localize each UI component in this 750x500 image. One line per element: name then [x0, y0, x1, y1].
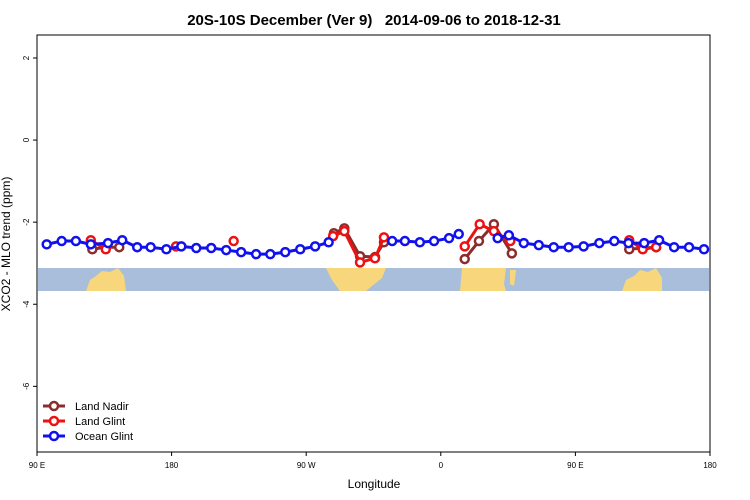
data-point [428, 235, 440, 247]
data-point [414, 237, 426, 248]
data-point [265, 248, 276, 260]
data-point [503, 230, 515, 241]
data-point [386, 235, 398, 247]
data-point [399, 235, 411, 247]
data-point [339, 225, 350, 237]
data-point [653, 234, 665, 246]
plot-frame [36, 34, 711, 453]
data-point [518, 237, 530, 249]
legend-label: Land Nadir [75, 401, 129, 413]
legend-marker [48, 415, 60, 427]
data-point [309, 241, 321, 252]
data-point [533, 239, 545, 251]
legend-marker [48, 430, 60, 442]
data-point [609, 235, 620, 247]
y-tick-label: -4 [22, 300, 31, 308]
land-africa [460, 268, 506, 291]
data-point [459, 241, 470, 252]
data-point [41, 239, 52, 250]
x-tick-label: 90 E [29, 461, 45, 470]
legend-marker [48, 400, 60, 412]
data-point [453, 228, 464, 240]
data-point [176, 241, 187, 252]
data-point [459, 253, 470, 265]
data-point [131, 241, 143, 253]
data-point [102, 237, 114, 249]
data-point [594, 237, 605, 249]
x-tick-label: 0 [439, 461, 444, 470]
data-point [683, 241, 695, 253]
y-tick-label: 2 [22, 55, 31, 60]
data-point [369, 253, 381, 264]
data-point [548, 241, 559, 253]
data-point [280, 246, 291, 258]
data-point [85, 239, 97, 250]
data-point [161, 243, 172, 255]
data-point [250, 248, 262, 260]
data-point [563, 241, 574, 253]
chart-title: 20S-10S December (Ver 9) 2014-09-06 to 2… [187, 12, 561, 29]
y-tick-label: 0 [22, 137, 31, 142]
data-point [70, 235, 82, 247]
x-tick-label: 90 W [297, 461, 316, 470]
land-australia [86, 268, 126, 291]
land-south-america [326, 268, 386, 291]
y-tick-label: -2 [22, 218, 31, 226]
legend-label: Ocean Glint [75, 431, 133, 443]
data-point [623, 237, 634, 249]
data-point [56, 235, 67, 247]
x-tick-label: 180 [165, 461, 179, 470]
data-point [191, 242, 202, 254]
y-tick-label: -6 [22, 382, 31, 390]
data-point [145, 241, 156, 253]
legend-label: Land Glint [75, 416, 125, 428]
x-tick-label: 90 E [567, 461, 583, 470]
x-tick-label: 180 [703, 461, 717, 470]
x-axis-label: Longitude [348, 477, 401, 491]
map-band [38, 268, 709, 291]
data-point [506, 248, 518, 259]
data-point [474, 218, 485, 230]
data-point [323, 237, 334, 248]
data-point [294, 243, 306, 255]
data-point [378, 232, 390, 243]
data-point [473, 235, 485, 247]
data-point [698, 243, 710, 255]
data-point [492, 232, 503, 244]
land-madagascar [510, 270, 516, 286]
legend: Land Nadir Land Glint Ocean Glint [43, 400, 133, 443]
data-point [354, 257, 366, 268]
data-point [228, 235, 239, 247]
data-point [578, 241, 589, 252]
data-point [235, 246, 247, 258]
data-point [220, 244, 232, 256]
data-point [638, 237, 650, 249]
data-point [205, 242, 217, 254]
y-axis-label: XCO2 - MLO trend (ppm) [0, 177, 13, 312]
data-point [443, 232, 455, 244]
data-point [116, 234, 128, 246]
data-point [668, 241, 680, 253]
land-australia-2 [622, 268, 662, 291]
